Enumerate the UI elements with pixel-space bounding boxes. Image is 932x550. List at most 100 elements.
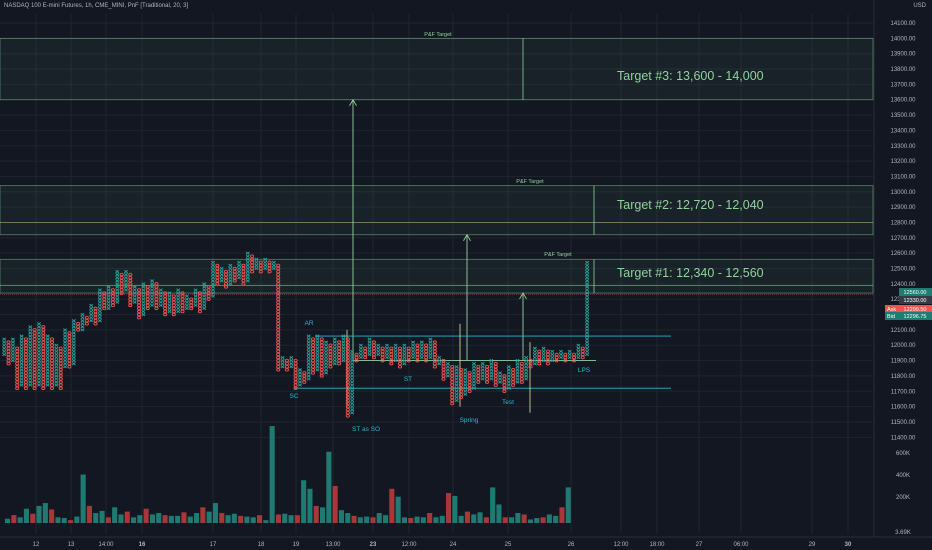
pnf-x-box <box>332 340 337 344</box>
pnf-o-box <box>145 291 150 295</box>
pnf-x-box <box>150 282 155 286</box>
pnf-x-box <box>245 273 250 277</box>
pnf-x-box <box>515 377 520 381</box>
pnf-x-box <box>254 263 259 268</box>
pnf-o-box <box>41 358 46 363</box>
pnf-x-box <box>150 288 155 292</box>
pnf-o-box <box>32 334 37 338</box>
pnf-o-box <box>136 312 142 317</box>
pnf-x-box <box>228 269 233 274</box>
pnf-o-box <box>197 309 202 314</box>
pnf-o-box <box>502 386 507 390</box>
pnf-x-box <box>71 346 76 350</box>
pnf-o-box <box>302 374 307 378</box>
pnf-x-box <box>411 352 416 357</box>
pnf-o-box <box>345 392 350 397</box>
pnf-x-box <box>324 371 329 375</box>
pnf-x-box <box>37 368 41 372</box>
pnf-x-box <box>237 260 242 265</box>
pnf-x-box <box>245 260 250 265</box>
pnf-o-box <box>397 361 403 366</box>
pnf-x-box <box>176 288 181 292</box>
pnf-o-box <box>458 374 463 378</box>
pnf-o-box <box>389 355 394 360</box>
pnf-o-box <box>545 349 550 354</box>
projection-arrow-3-head <box>349 98 357 106</box>
pnf-x-box <box>97 303 102 308</box>
pnf-o-box <box>67 349 72 354</box>
pnf-x-box <box>280 355 285 360</box>
volume-bar <box>99 510 105 523</box>
pnf-x-box <box>532 349 537 354</box>
pnf-x-box <box>332 358 337 363</box>
pnf-x-box <box>263 266 268 271</box>
price-tag-label: 12299.50 <box>904 307 927 313</box>
pnf-o-box <box>284 368 289 372</box>
pnf-o-box <box>371 349 376 354</box>
pnf-o-box <box>354 358 359 363</box>
pnf-o-box <box>23 364 28 369</box>
pnf-x-box <box>71 340 76 344</box>
pnf-o-box <box>345 364 350 369</box>
pnf-o-box <box>458 392 463 397</box>
pnf-x-box <box>132 291 137 295</box>
pnf-o-box <box>363 346 368 351</box>
pnf-x-box <box>480 374 485 378</box>
pnf-x-box <box>37 365 41 369</box>
pnf-x-box <box>28 365 33 369</box>
pnf-x-box <box>211 288 215 292</box>
pnf-x-box <box>115 273 120 277</box>
pnf-o-box <box>49 374 55 378</box>
pnf-x-box <box>28 383 33 387</box>
volume-bar <box>559 507 565 523</box>
pnf-x-box <box>402 352 407 357</box>
volume-bar <box>483 517 489 523</box>
pnf-o-box <box>276 315 281 320</box>
pnf-o-box <box>293 361 298 366</box>
pnf-x-box <box>350 365 355 369</box>
pnf-o-box <box>41 346 46 351</box>
pnf-x-box <box>124 282 128 286</box>
pnf-x-box <box>219 276 224 280</box>
pnf-o-box <box>345 401 350 406</box>
pnf-o-box <box>458 380 463 384</box>
pnf-x-box <box>176 300 181 304</box>
pnf-x-box <box>306 355 311 360</box>
pnf-o-box <box>337 340 342 344</box>
pnf-x-box <box>454 365 459 369</box>
pnf-o-box <box>493 371 498 375</box>
pnf-x-box <box>80 315 85 320</box>
pnf-o-box <box>23 380 28 384</box>
pnf-x-box <box>463 389 468 393</box>
pnf-o-box <box>424 349 429 354</box>
pnf-o-box <box>15 346 20 351</box>
pnf-o-box <box>223 285 229 289</box>
pnf-x-box <box>45 358 50 363</box>
pnf-o-box <box>284 358 289 363</box>
pnf-o-box <box>145 288 150 292</box>
pnf-o-box <box>163 294 168 298</box>
pnf-o-box <box>276 282 281 286</box>
pnf-o-box <box>276 322 281 326</box>
pnf-o-box <box>293 386 298 390</box>
pnf-o-box <box>276 279 281 283</box>
volume-bar <box>565 487 571 523</box>
pnf-o-box <box>554 352 559 357</box>
pnf-x-box <box>350 408 355 412</box>
time-tick-label: 18:00 <box>649 542 665 548</box>
pnf-o-box <box>328 364 333 369</box>
volume-bar <box>149 514 155 523</box>
pnf-o-box <box>310 368 316 372</box>
pnf-o-box <box>293 383 298 387</box>
pnf-x-box <box>437 358 442 363</box>
pnf-o-box <box>519 377 524 381</box>
pnf-o-box <box>136 306 142 311</box>
pnf-x-box <box>28 325 33 329</box>
pnf-o-box <box>145 294 150 298</box>
price-tag-bg <box>899 296 932 304</box>
pnf-x-box <box>193 300 198 304</box>
pnf-x-box <box>428 355 433 360</box>
pnf-x-box <box>10 358 15 363</box>
pnf-target-caption-2: P&F Target <box>516 179 544 185</box>
